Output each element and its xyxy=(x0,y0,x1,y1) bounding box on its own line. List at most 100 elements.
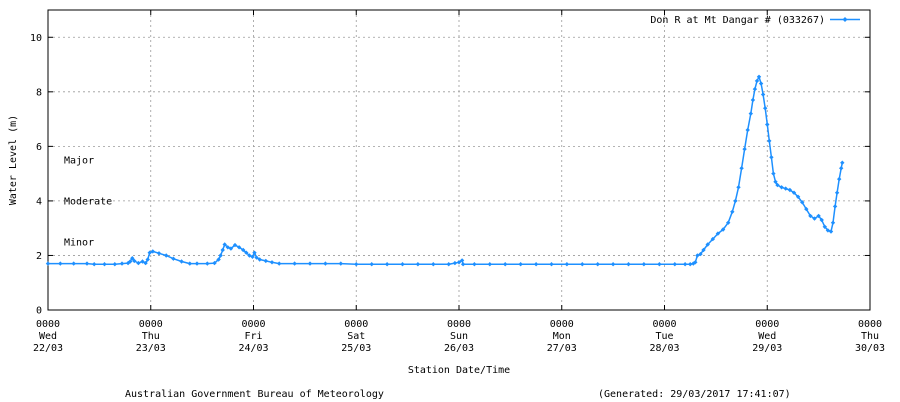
data-point xyxy=(150,249,155,254)
data-point xyxy=(218,253,223,258)
data-point xyxy=(446,262,451,267)
data-point xyxy=(323,261,328,266)
data-point xyxy=(452,260,458,266)
x-tick-label: Sun xyxy=(450,331,468,342)
data-point xyxy=(832,204,838,209)
data-point xyxy=(187,261,192,266)
data-point xyxy=(487,262,492,267)
x-tick-label: 0000 xyxy=(36,319,60,330)
footer-agency: Australian Government Bureau of Meteorol… xyxy=(125,389,384,400)
data-point xyxy=(232,242,238,248)
data-point xyxy=(657,262,662,267)
data-point xyxy=(822,224,827,229)
grid-lines xyxy=(48,10,870,310)
x-tick-label: 24/03 xyxy=(238,343,268,354)
data-point xyxy=(763,106,768,111)
x-tick-label: 0000 xyxy=(652,319,676,330)
data-point xyxy=(819,217,824,223)
data-point xyxy=(682,262,688,267)
data-point xyxy=(140,259,145,264)
data-point xyxy=(128,259,133,264)
data-point xyxy=(252,250,257,255)
data-point xyxy=(733,198,738,204)
data-point xyxy=(354,262,359,267)
data-point xyxy=(742,146,747,152)
data-point xyxy=(136,260,141,266)
data-point xyxy=(102,262,107,267)
data-point xyxy=(736,185,741,190)
x-tick-label: Thu xyxy=(142,331,160,342)
data-point xyxy=(739,166,744,171)
y-tick-label: 4 xyxy=(36,196,42,207)
data-point xyxy=(767,138,772,144)
data-point xyxy=(130,256,135,261)
data-point xyxy=(220,247,225,253)
data-point xyxy=(769,155,774,160)
data-point xyxy=(750,97,756,103)
data-point xyxy=(758,81,764,86)
data-point xyxy=(292,261,297,266)
data-point xyxy=(691,261,696,266)
data-point xyxy=(518,262,523,267)
data-point xyxy=(132,258,137,264)
data-point xyxy=(672,262,677,267)
data-point xyxy=(641,262,647,267)
x-tick-label: 0000 xyxy=(447,319,471,330)
data-point xyxy=(472,262,477,267)
data-point xyxy=(610,262,616,267)
x-tick-label: Fri xyxy=(244,331,262,342)
data-point xyxy=(840,160,845,165)
data-point xyxy=(212,260,217,266)
data-point xyxy=(698,251,703,257)
x-tick-label: 30/03 xyxy=(855,343,885,354)
data-point xyxy=(415,262,421,267)
data-point xyxy=(695,253,700,258)
x-tick-label: Wed xyxy=(758,331,776,342)
data-point xyxy=(216,257,221,262)
flood-threshold-labels: Major Moderate Minor xyxy=(64,156,112,249)
data-point xyxy=(456,260,462,265)
data-point xyxy=(277,261,282,266)
data-point xyxy=(804,206,809,212)
x-tick-label: Wed xyxy=(39,331,57,342)
data-point xyxy=(205,261,210,266)
data-point xyxy=(164,253,169,258)
data-point xyxy=(830,220,836,225)
data-point xyxy=(250,254,255,259)
data-point xyxy=(119,261,125,266)
data-point xyxy=(791,190,797,195)
data-point xyxy=(45,261,51,266)
x-tick-label: 0000 xyxy=(550,319,574,330)
data-point xyxy=(431,262,436,267)
data-point xyxy=(730,209,735,214)
x-tick-label: 27/03 xyxy=(547,343,577,354)
data-point xyxy=(756,74,762,79)
data-point xyxy=(549,262,554,267)
x-tick-label: 0000 xyxy=(858,319,882,330)
data-point xyxy=(779,185,784,190)
data-point xyxy=(459,258,465,263)
data-point xyxy=(179,259,184,264)
data-point xyxy=(837,176,842,182)
data-point xyxy=(771,171,776,176)
data-point xyxy=(626,262,631,267)
data-point xyxy=(58,261,63,266)
data-point xyxy=(783,186,788,191)
data-point xyxy=(254,255,259,260)
data-point xyxy=(257,257,262,262)
data-point xyxy=(688,262,693,267)
data-point xyxy=(787,187,793,193)
x-tick-label: 26/03 xyxy=(444,343,474,354)
threshold-label: Major xyxy=(64,156,94,167)
data-point xyxy=(812,216,817,221)
x-tick-label: 23/03 xyxy=(136,343,166,354)
data-point xyxy=(828,229,834,234)
x-axis-label: Station Date/Time xyxy=(408,365,510,376)
data-point xyxy=(338,261,343,266)
data-point xyxy=(171,256,176,261)
legend-marker xyxy=(842,17,848,22)
data-point xyxy=(726,220,731,225)
data-point xyxy=(460,262,466,267)
x-tick-label: 25/03 xyxy=(341,343,371,354)
